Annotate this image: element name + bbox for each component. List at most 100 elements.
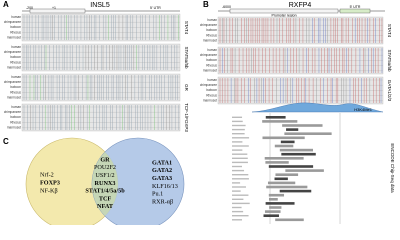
ruler-label: -6000 (222, 5, 231, 9)
ruler-label: -200 (26, 6, 33, 10)
venn-item: NF-Kβ (40, 187, 58, 194)
panel-label: B (203, 0, 209, 9)
chip-seq-bar (267, 181, 296, 185)
species-label: Rhesus (10, 90, 21, 94)
chip-seq-bar (269, 206, 282, 209)
chip-seq-label-stub (232, 210, 244, 213)
species-label: chimpanzee (4, 50, 21, 54)
chip-seq-bar (262, 136, 305, 140)
venn-item: TCF (99, 195, 112, 202)
chip-seq-label-stub (232, 133, 245, 135)
venn-item: POU2F2 (94, 164, 116, 171)
chip-seq-label-stub (232, 149, 243, 151)
chip-seq-label-stub (232, 182, 241, 184)
species-label: baboon (10, 115, 21, 119)
panel-title: INSL5 (90, 2, 110, 9)
chip-seq-label-stub (232, 161, 248, 164)
species-label: chimpanzee (4, 80, 21, 84)
chip-seq-bar (279, 148, 314, 152)
chip-seq-label-stub (232, 198, 244, 200)
chip-seq-label-stub (232, 165, 242, 168)
chip-seq-label-stub (232, 169, 245, 172)
figure: A INSL5 B RXFP4 C Nrf-2FOXP3NF-KβGRPOU2F… (3, 0, 395, 225)
chip-seq-bar (282, 124, 323, 127)
chip-seq-label-stub (232, 219, 243, 221)
track-label: STAT4 (387, 24, 392, 38)
venn-item: GATA3 (152, 175, 172, 182)
species-label: human (11, 75, 21, 79)
species-label: human (207, 48, 217, 52)
species-label: baboon (206, 88, 217, 92)
chip-seq-bar (279, 189, 312, 193)
species-label: baboon (10, 55, 21, 59)
track-label: GATA1/2/3 (387, 80, 392, 102)
chip-seq-label-stub (232, 178, 249, 180)
chip-seq-label-stub (232, 202, 250, 205)
chip-seq-bar (268, 193, 285, 197)
chip-seq-bar (275, 218, 304, 222)
chip-seq-label-stub (232, 141, 243, 143)
chip-seq-label-stub (232, 116, 243, 118)
species-label: Rhesus (10, 60, 21, 64)
promoter-box (229, 8, 339, 14)
ruler-label: 5' UTR (350, 5, 361, 9)
ruler-label: +1 (52, 6, 56, 10)
venn-item: NFAT (97, 203, 114, 210)
chip-seq-bar (265, 202, 295, 205)
venn-item: RXR-αβ (152, 198, 173, 205)
species-label: chimpanzee (4, 20, 21, 24)
venn-item: GATA1 (152, 159, 172, 166)
chip-seq-label-stub (232, 194, 249, 196)
chip-seq-label-stub (232, 137, 250, 139)
chip-seq-label-stub (232, 186, 246, 188)
chip-seq-bar (266, 185, 308, 189)
ruler-label: Promoter region (271, 13, 296, 17)
utr-box (339, 8, 371, 14)
species-label: Rhesus (206, 33, 217, 37)
chip-seq-bar (274, 144, 294, 148)
species-label: baboon (10, 25, 21, 29)
venn-item: USF1/2 (95, 172, 114, 179)
venn-item: GR (100, 156, 110, 163)
species-label: marmoset (7, 96, 21, 100)
venn-item: FOXP3 (40, 179, 60, 186)
venn-item: RUNX3 (95, 180, 116, 187)
venn-item: STAT1/4/5a/5b (85, 188, 125, 195)
species-label: human (11, 15, 21, 19)
species-label: marmoset (7, 126, 21, 130)
species-label: marmoset (7, 66, 21, 70)
species-label: marmoset (203, 99, 217, 103)
chip-seq-bar (268, 165, 314, 168)
chip-seq-bar (281, 152, 316, 156)
chip-seq-label-stub (232, 145, 249, 147)
chip-seq-bar (275, 173, 299, 176)
species-label: chimpanzee (200, 23, 217, 27)
species-label: human (11, 45, 21, 49)
chip-seq-bar (285, 169, 324, 172)
species-label: Rhesus (206, 63, 217, 67)
chip-seq-bar (274, 177, 288, 181)
venn-overlap (92, 152, 118, 216)
venn-item: KLF16/13 (152, 183, 178, 190)
chip-seq-label-stub (232, 153, 248, 155)
chip-seq-bar (262, 120, 298, 123)
track-label: TCF-1/FOXP3 (184, 103, 189, 132)
chip-seq-label-stub (232, 174, 249, 176)
species-label: Rhesus (10, 120, 21, 124)
venn-item: Nrf-2 (40, 171, 54, 178)
chip-seq-bar (263, 214, 279, 217)
species-label: marmoset (203, 39, 217, 43)
chip-seq-label-stub (232, 206, 242, 209)
chip-seq-bar (280, 140, 295, 144)
annotation: ENCODE Chip-Seq data (390, 143, 395, 193)
utr-box (29, 8, 86, 14)
track-label: GR (184, 84, 189, 92)
species-label: human (207, 78, 217, 82)
species-label: baboon (10, 85, 21, 89)
track-label: STAT5a/5b (184, 46, 189, 69)
chip-seq-label-stub (232, 190, 241, 192)
species-label: Rhesus (206, 93, 217, 97)
h3k4me1-signal (251, 102, 384, 113)
chip-seq-label-stub (232, 124, 246, 127)
